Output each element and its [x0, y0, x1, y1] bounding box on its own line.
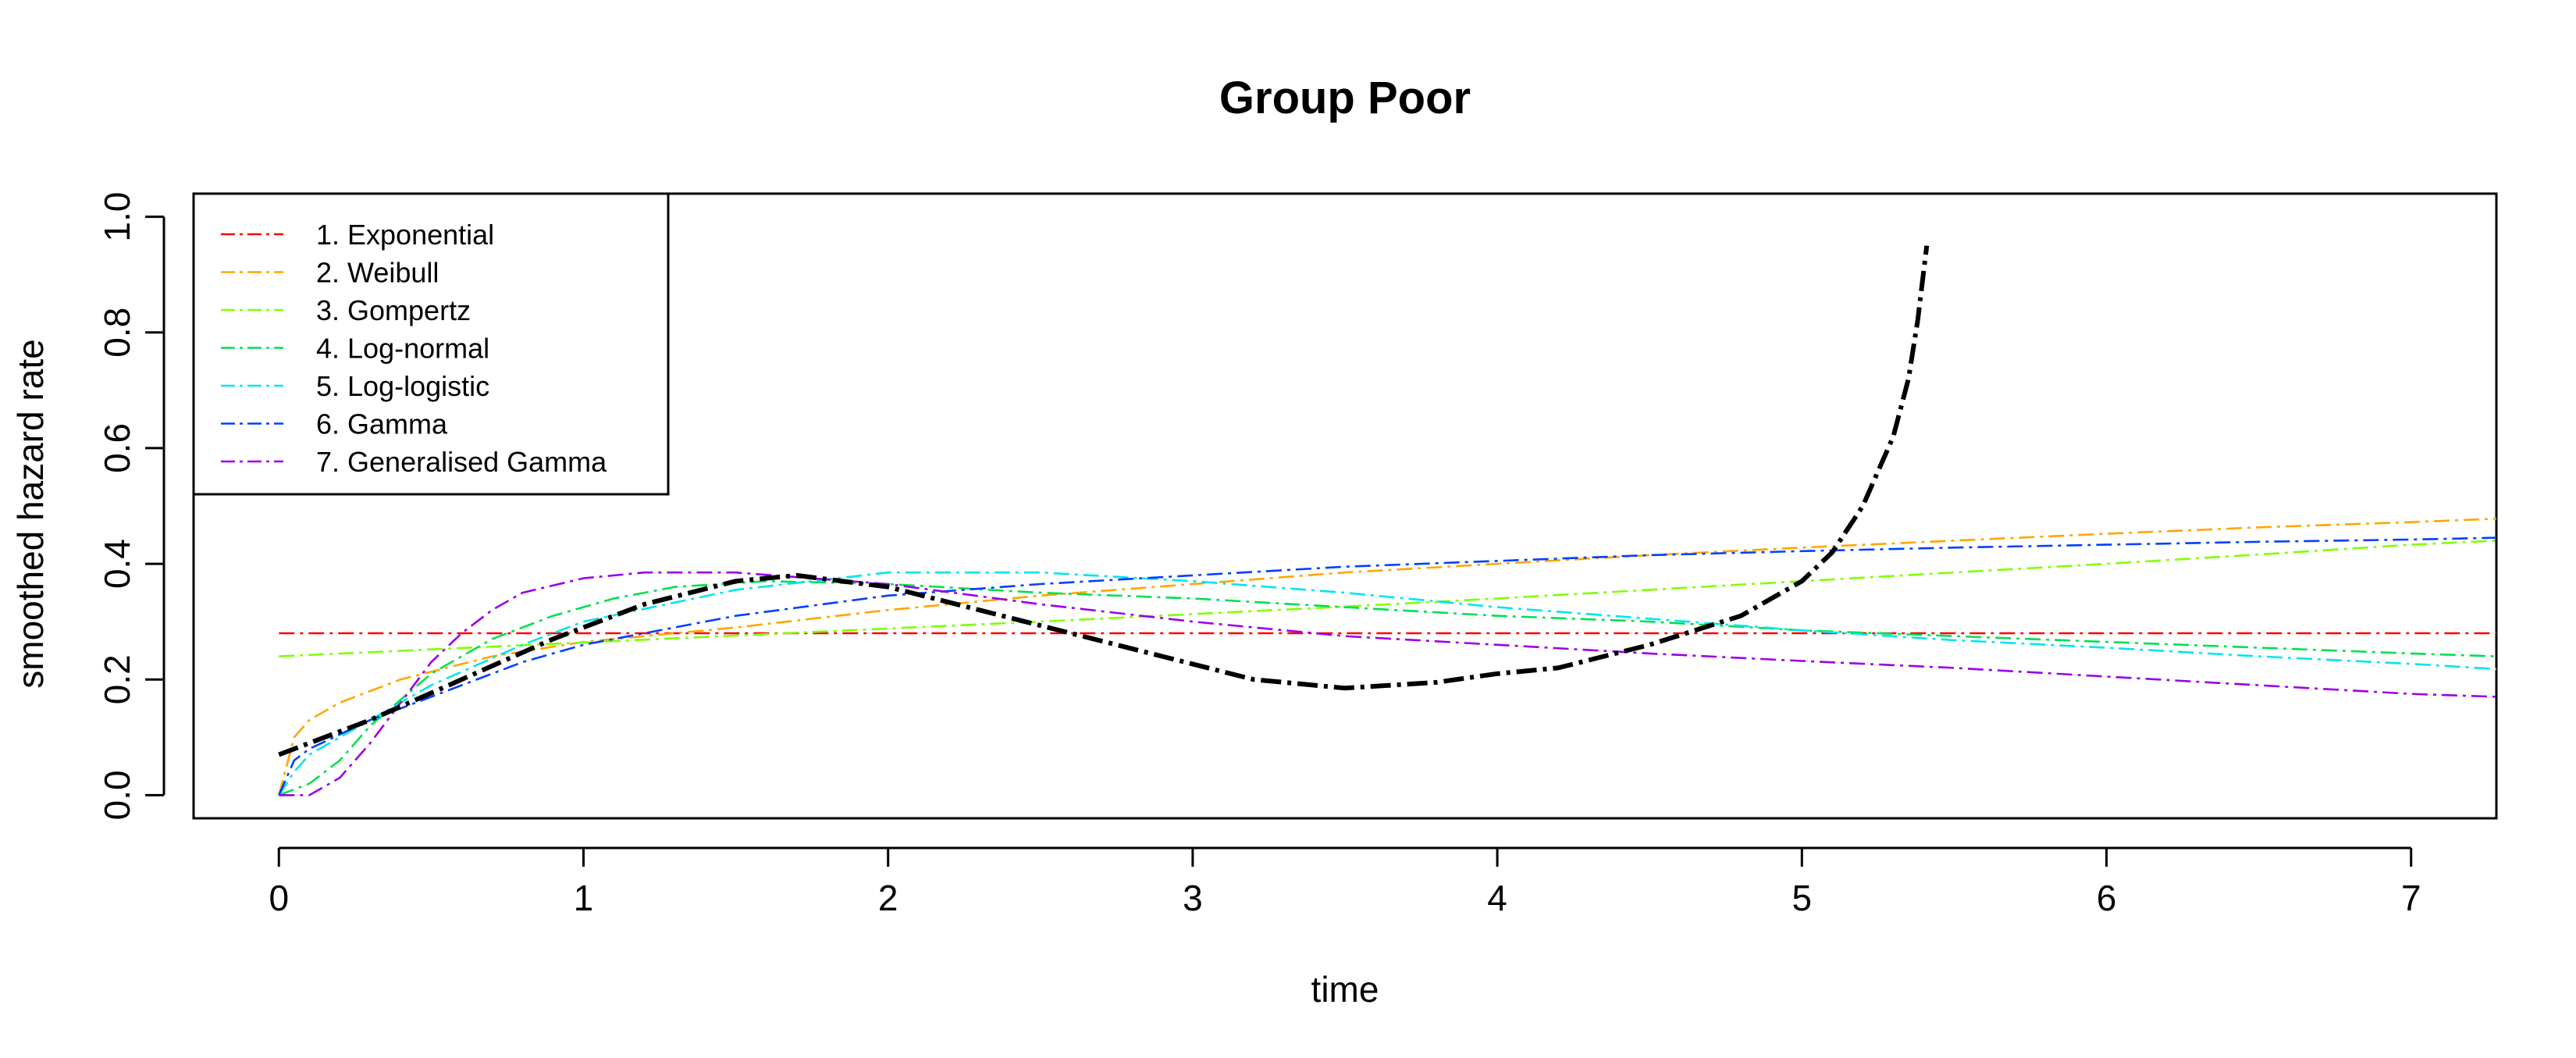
- x-axis-label: time: [1311, 969, 1379, 1010]
- y-tick-label: 1.0: [97, 192, 137, 242]
- series-layer: [278, 245, 2496, 796]
- x-tick-label: 7: [2401, 878, 2421, 918]
- y-axis-label: smoothed hazard rate: [10, 339, 51, 689]
- y-tick-label: 0.6: [97, 423, 137, 473]
- y-tick-label: 0.4: [97, 539, 137, 589]
- series-line-gompertz: [279, 540, 2496, 657]
- legend-label: 5. Log-logistic: [316, 370, 489, 402]
- legend-label: 7. Generalised Gamma: [316, 446, 607, 478]
- series-line-gamma: [278, 536, 2496, 796]
- x-tick-label: 3: [1183, 878, 1203, 918]
- series-line-weibull: [278, 518, 2496, 796]
- legend: 1. Exponential 2. Weibull 3. Gompertz 4. Lo…: [192, 192, 670, 496]
- series-line-observed: [278, 245, 1930, 757]
- x-tick-label: 6: [2097, 878, 2117, 918]
- x-axis: 0 1 2 3 4 5 6 7: [269, 846, 2421, 918]
- legend-label: 2. Weibull: [316, 257, 439, 289]
- legend-label: 6. Gamma: [316, 408, 448, 440]
- plot-frame: [192, 192, 2498, 820]
- x-tick-label: 0: [269, 878, 289, 918]
- series-line-log-normal: [278, 579, 2496, 796]
- legend-label: 4. Log-normal: [316, 333, 489, 365]
- y-tick-label: 0.8: [97, 308, 137, 358]
- chart-title: Group Poor: [1219, 73, 1471, 123]
- legend-label: 1. Exponential: [316, 219, 494, 251]
- x-tick-label: 4: [1487, 878, 1507, 918]
- y-tick-label: 0.2: [97, 654, 137, 704]
- x-tick-label: 1: [574, 878, 594, 918]
- x-tick-label: 5: [1792, 878, 1813, 918]
- x-tick-label: 2: [878, 878, 898, 918]
- y-tick-label: 0.0: [97, 770, 137, 820]
- legend-label: 3. Gompertz: [316, 294, 471, 326]
- legend-box: [192, 192, 670, 496]
- series-line-log-logistic: [278, 571, 2496, 796]
- y-axis: 0.0 0.2 0.4 0.6 0.8 1.0: [97, 192, 165, 820]
